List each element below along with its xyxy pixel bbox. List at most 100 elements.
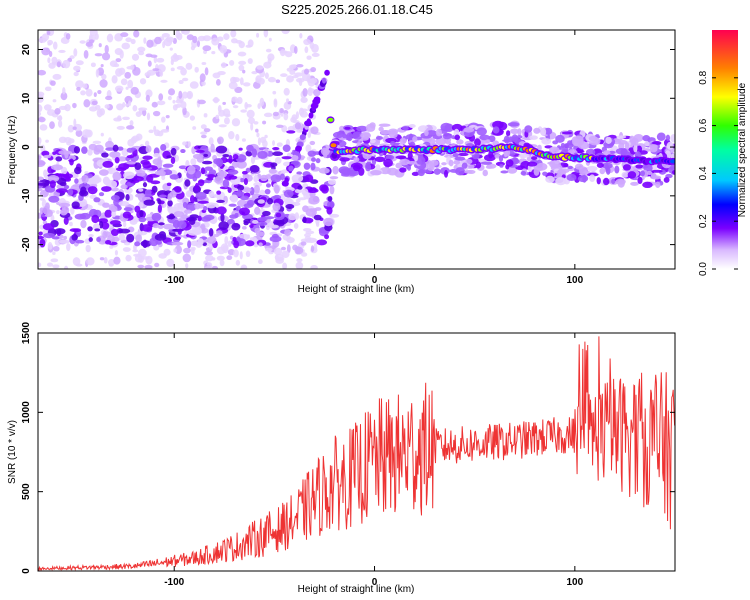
- spectrogram-cell: [407, 152, 413, 160]
- spectrogram-cell: [197, 179, 205, 187]
- spectrogram-cell: [444, 169, 449, 178]
- spectrogram-cell: [98, 169, 109, 176]
- spectrogram-cell: [315, 158, 321, 164]
- spectrogram-cell: [250, 122, 254, 131]
- spectrogram-cell: [194, 182, 200, 192]
- spectrogram-cell: [295, 246, 304, 255]
- spectrogram-cell: [311, 52, 320, 57]
- spectrogram-cell: [529, 135, 538, 140]
- spectrogram-cell: [303, 227, 312, 232]
- spectrogram-cell: [294, 122, 302, 130]
- spectrogram-cell: [142, 155, 153, 160]
- spectrogram-cell: [114, 249, 118, 256]
- spectrogram-cell: [510, 128, 519, 135]
- spectrogram-cell: [75, 239, 85, 244]
- spectrogram-cell: [166, 258, 175, 268]
- spectrogram-cell: [399, 137, 407, 145]
- spectrogram-cell: [138, 50, 145, 56]
- spectrogram-cell: [91, 214, 100, 224]
- spectrogram-cell: [165, 36, 174, 43]
- spectrogram-cell: [602, 177, 610, 186]
- snr-xtick-label: 100: [566, 577, 583, 588]
- spectrogram-cell: [52, 99, 57, 103]
- snr-ytick-label: 1000: [21, 401, 32, 424]
- spectrogram-cell: [245, 240, 255, 247]
- spectrogram-cell: [74, 166, 82, 175]
- spectrogram-cell: [454, 134, 460, 141]
- colorbar-label: Normalized spectral amplitude: [737, 82, 748, 217]
- spectrogram-cell: [168, 88, 176, 96]
- spectrogram-cell: [227, 240, 232, 247]
- spectrogram-cell: [574, 163, 584, 170]
- spectrogram-cell: [117, 146, 124, 151]
- spectrogram-cell: [408, 133, 414, 142]
- spectrogram-cell: [52, 41, 58, 50]
- spectrogram-cell: [131, 135, 140, 142]
- spectrogram-cell: [206, 202, 217, 209]
- spectrogram-cell: [352, 131, 363, 140]
- spectrogram-cell: [134, 162, 142, 171]
- spectrogram-cell: [104, 104, 110, 109]
- spectrogram-cell: [85, 88, 93, 97]
- spectrogram-cell: [295, 145, 302, 152]
- spectrogram-cell: [651, 169, 663, 173]
- spectrogram-cell: [125, 37, 132, 43]
- spectrogram-cell: [243, 203, 254, 208]
- spectrogram-cell: [97, 89, 102, 95]
- spectrogram-cell: [180, 67, 187, 76]
- spectrogram-cell: [254, 206, 261, 215]
- spectrogram-cell: [365, 123, 376, 132]
- spectrogram-cell: [89, 30, 98, 37]
- spectrogram-cell: [256, 32, 260, 38]
- spectrogram-cell: [87, 226, 93, 232]
- spectrogram-cell: [256, 217, 268, 222]
- spectrogram-cell: [224, 117, 230, 125]
- spectrogram-cell: [204, 266, 213, 269]
- spectrogram-cell: [38, 182, 49, 186]
- spectrogram-cell: [231, 96, 238, 102]
- snr-panel: -100 0 100 0 500 1000 1500 Height of straight…: [7, 321, 676, 595]
- snr-series-line: [38, 336, 675, 571]
- spectrogram-cell: [200, 131, 208, 135]
- spectrogram-cell: [296, 171, 303, 175]
- spectrogram-cell: [123, 171, 135, 180]
- spectrogram-cell: [46, 262, 54, 267]
- spectrogram-cell: [282, 262, 288, 269]
- spectrogram-cell: [483, 154, 496, 162]
- spectrogram-cell: [332, 131, 344, 139]
- spectrogram-cell: [204, 250, 213, 256]
- spectrogram-cell: [310, 126, 319, 135]
- spectrogram-cell: [229, 235, 234, 240]
- spectrogram-cell: [241, 138, 246, 142]
- spectrogram-cell: [114, 85, 124, 92]
- spectrogram-cell: [456, 139, 464, 145]
- spectrogram-cell: [54, 108, 61, 115]
- spectrogram-cell: [38, 187, 43, 192]
- spectrogram-cell: [222, 179, 230, 188]
- spectrogram-cell: [47, 242, 53, 250]
- spectrogram-cell: [666, 141, 674, 150]
- spectrogram-cell: [323, 217, 334, 227]
- spectrogram-cell: [122, 247, 131, 252]
- spectrogram-cell: [221, 62, 227, 69]
- spectrogram-cell: [300, 238, 308, 243]
- spectrogram-cell: [273, 184, 280, 194]
- spectrogram-cell: [58, 49, 66, 54]
- spectrogram-cell: [123, 207, 133, 212]
- spectrogram-cell: [104, 231, 112, 237]
- spectrogram-cell: [88, 237, 93, 242]
- spectrogram-cell: [65, 33, 71, 40]
- spectrogram-cell: [307, 78, 316, 87]
- spectrogram-cell: [130, 64, 135, 71]
- spectrogram-cell: [131, 53, 140, 61]
- spectrogram-cell: [616, 135, 627, 139]
- spectrogram-cell: [153, 129, 161, 137]
- spectrogram-cell: [87, 148, 93, 156]
- spectrogram-cell: [173, 186, 182, 192]
- spectrogram-cell: [182, 106, 187, 116]
- spectrogram-cell: [246, 144, 254, 152]
- spectrogram-cell: [300, 108, 309, 112]
- spectrogram-cell: [47, 175, 60, 182]
- spectrogram-cell: [586, 165, 598, 172]
- spectrogram-cell: [219, 259, 225, 267]
